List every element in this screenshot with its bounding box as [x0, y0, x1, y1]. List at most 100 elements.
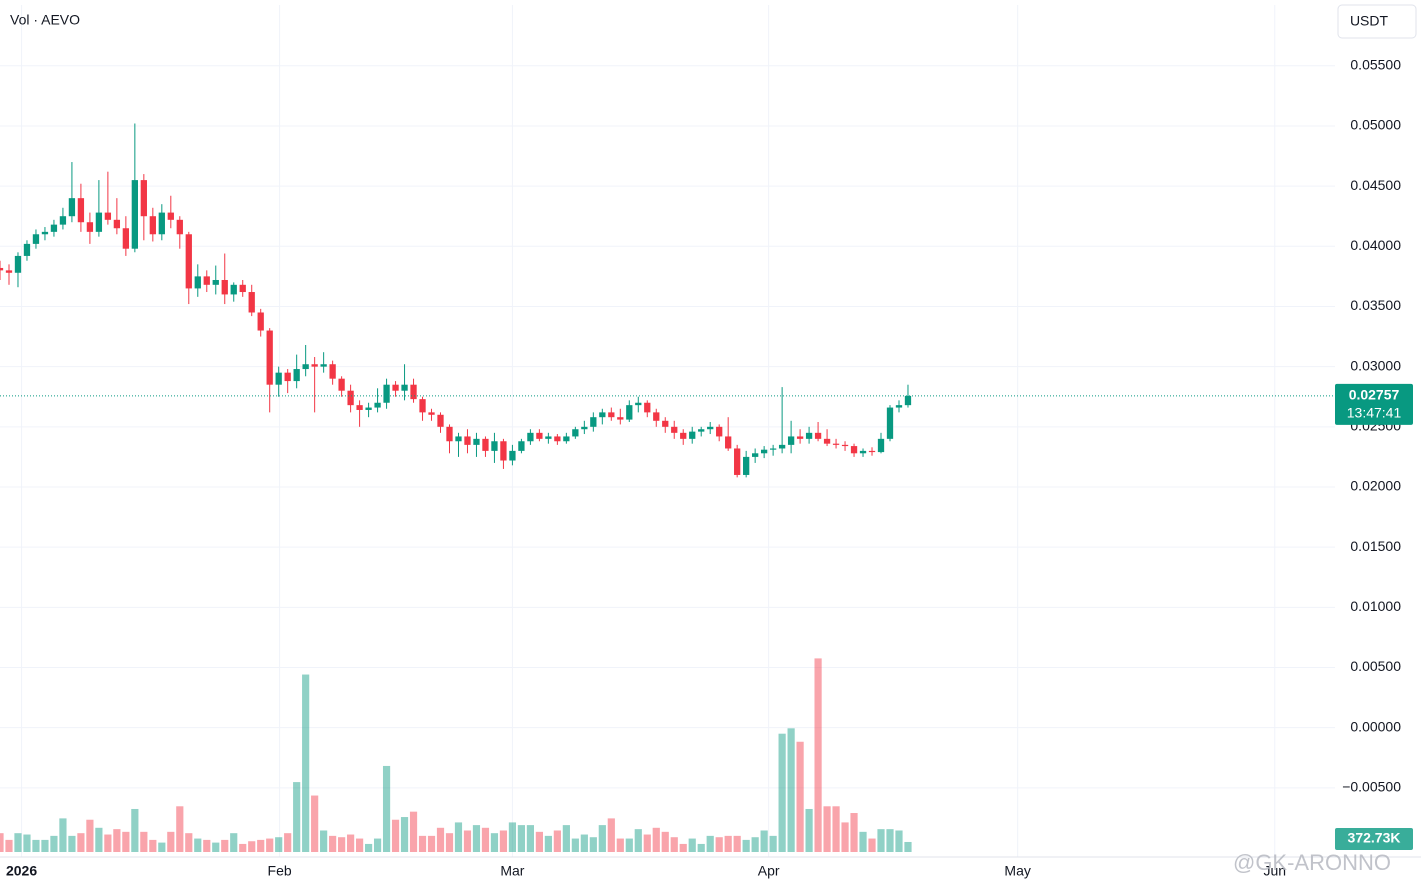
candle-body [14, 255, 22, 273]
x-tick-label: Feb [268, 863, 292, 879]
candle-body [95, 212, 103, 232]
candle-body [167, 212, 174, 220]
candle-body [68, 198, 76, 217]
candle-body [113, 219, 121, 229]
volume-pane [0, 658, 912, 852]
candle-body [635, 402, 642, 406]
volume-bar [338, 837, 346, 852]
candle-body [680, 432, 687, 439]
y-tick-label: 0.01000 [1350, 598, 1401, 614]
candle-body [140, 180, 147, 217]
candle-body [599, 412, 606, 418]
volume-bar [787, 728, 795, 852]
candle-body [446, 426, 453, 442]
volume-bar [904, 841, 912, 852]
candle-body [590, 417, 597, 427]
volume-bar [670, 837, 678, 852]
candle-body [0, 267, 4, 271]
candle-body [653, 412, 660, 421]
candle-body [545, 436, 552, 439]
x-tick-label: May [1004, 863, 1030, 879]
volume-bar [526, 825, 534, 852]
candle-body [284, 372, 291, 382]
candle-body [698, 429, 705, 432]
volume-bar [59, 818, 67, 852]
volume-bar [356, 838, 364, 852]
volume-bar [0, 833, 4, 852]
volume-bar [32, 839, 40, 852]
candle-body [850, 446, 858, 454]
volume-bar [284, 833, 292, 852]
currency-button[interactable] [1337, 4, 1417, 39]
candle-body [554, 436, 561, 442]
last-price-box [1335, 383, 1413, 425]
candle-body [689, 431, 696, 439]
volume-bar [230, 833, 238, 852]
candle-body [859, 450, 867, 454]
candle-body [482, 438, 489, 451]
candle-body [769, 448, 777, 450]
candle-body [572, 429, 579, 437]
candle-body [886, 407, 894, 439]
x-tick-label: Mar [500, 863, 524, 879]
volume-bar [895, 830, 903, 852]
candle-body [50, 224, 58, 232]
candle-body [122, 228, 130, 249]
volume-bar [715, 837, 723, 852]
candle-body [752, 453, 759, 457]
candle-body [401, 384, 408, 391]
candle-body [868, 450, 876, 453]
volume-bar [778, 733, 786, 852]
volume-bar [814, 658, 822, 852]
candle-body [302, 364, 309, 370]
volume-bar [679, 843, 687, 852]
candle-body [158, 212, 165, 235]
candle-body [500, 441, 507, 461]
volume-bar [194, 838, 202, 852]
candle-body [626, 405, 633, 420]
candle-body [518, 441, 525, 451]
candle-body [904, 395, 912, 406]
volume-bar [257, 839, 265, 852]
candle-body [374, 402, 381, 408]
volume-bar [140, 831, 148, 852]
volume-bar [580, 834, 588, 852]
chart-title: Vol · AEVO [10, 12, 80, 28]
candle-body [716, 426, 723, 437]
candle-body [221, 279, 228, 295]
volume-bar [544, 835, 552, 852]
candle-body [185, 234, 192, 289]
x-tick-label: Jun [1263, 863, 1286, 879]
candle-body [41, 231, 49, 235]
volume-bar [607, 818, 615, 852]
y-tick-label: 0.03000 [1350, 357, 1401, 373]
volume-bar [409, 811, 418, 852]
volume-bar [373, 838, 382, 852]
volume-bar [481, 827, 490, 852]
candle-body [877, 438, 885, 453]
volume-bar [158, 842, 166, 852]
candle-body [464, 436, 471, 445]
volume-bar [499, 830, 508, 852]
volume-bar [517, 825, 526, 852]
y-tick-label: 0.00000 [1350, 718, 1401, 734]
volume-bar [697, 843, 705, 852]
candle-body [734, 448, 741, 475]
volume-bar [850, 813, 858, 852]
volume-bar [239, 843, 247, 852]
candle-body [203, 276, 210, 285]
candle-body [104, 212, 112, 220]
candle-body [347, 390, 354, 406]
volume-bar [805, 808, 813, 852]
x-tick-label: 2026 [6, 863, 37, 879]
volume-bar [832, 806, 840, 852]
currency-label[interactable]: USDT [1350, 13, 1389, 29]
candle-body [725, 436, 732, 449]
candle-body [895, 405, 903, 408]
candle-body [5, 270, 13, 273]
candle-body [491, 441, 498, 451]
axes: 0.05500 0.05000 0.04500 0.04000 0.03500 0.030… [0, 56, 1421, 879]
candle-body [841, 444, 849, 447]
volume-bar [391, 819, 400, 852]
